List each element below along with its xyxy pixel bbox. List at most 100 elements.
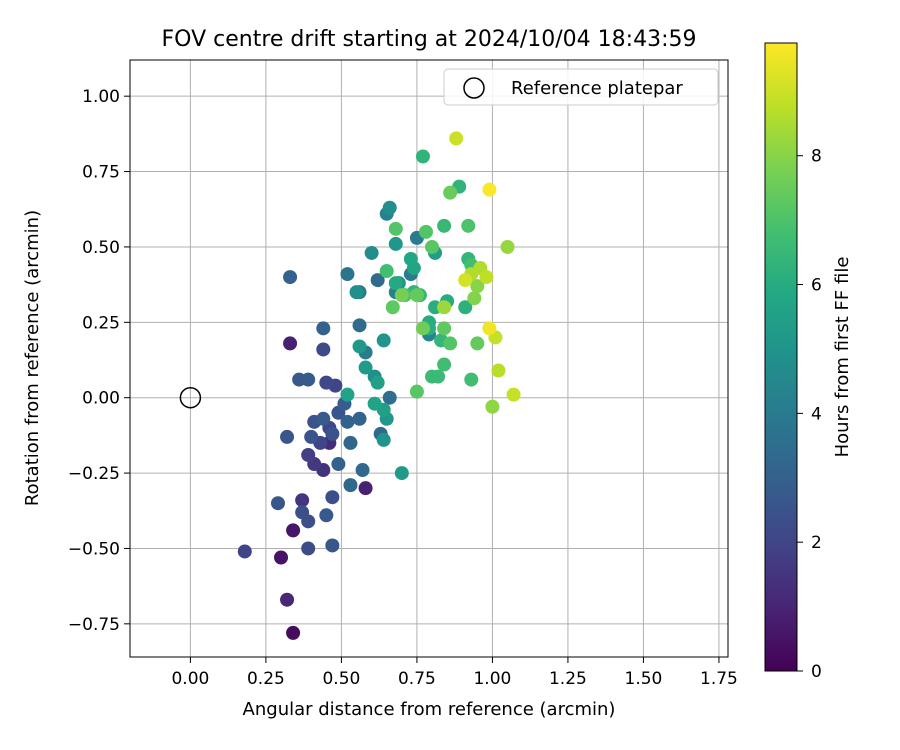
scatter-point [349, 285, 364, 300]
y-tick-label: 0.00 [82, 389, 120, 409]
scatter-point [301, 541, 316, 556]
x-tick-label: 1.50 [625, 669, 663, 689]
scatter-point [461, 218, 476, 233]
colorbar-tick-label: 4 [811, 404, 822, 424]
scatter-point [388, 236, 403, 251]
scatter-point [301, 447, 316, 462]
scatter-point [340, 267, 355, 282]
scatter-point [425, 239, 440, 254]
x-tick-label: 0.00 [171, 669, 209, 689]
scatter-point [449, 131, 464, 146]
scatter-point [379, 264, 394, 279]
colorbar-tick-label: 8 [811, 147, 822, 167]
scatter-point [237, 544, 252, 559]
scatter-point [382, 200, 397, 215]
scatter-point [295, 505, 310, 520]
scatter-point [485, 399, 500, 414]
y-tick-label: −0.75 [68, 615, 120, 635]
scatter-point [491, 363, 506, 378]
scatter-point [286, 625, 301, 640]
x-axis-label: Angular distance from reference (arcmin) [243, 699, 616, 720]
legend: Reference platepar [443, 68, 719, 106]
scatter-point [415, 149, 430, 164]
scatter-point [274, 550, 289, 565]
scatter-point [458, 273, 473, 288]
scatter-point [415, 321, 430, 336]
scatter-point [316, 411, 331, 426]
legend-label: Reference platepar [511, 78, 683, 99]
scatter-point [437, 357, 452, 372]
x-tick-label: 1.00 [473, 669, 511, 689]
scatter-point [301, 372, 316, 387]
scatter-point [358, 481, 373, 496]
colorbar-gradient [764, 42, 798, 672]
scatter-point [382, 390, 397, 405]
scatter-point [464, 372, 479, 387]
reference-platepar-marker [179, 386, 202, 409]
x-tick-label: 0.50 [322, 669, 360, 689]
y-tick-label: 0.25 [82, 313, 120, 333]
scatter-point [316, 321, 331, 336]
scatter-point [325, 426, 340, 441]
scatter-point [500, 239, 515, 254]
scatter-point [340, 387, 355, 402]
chart-title: FOV centre drift starting at 2024/10/04 … [162, 27, 697, 52]
scatter-point [304, 429, 319, 444]
scatter-point [367, 396, 382, 411]
scatter-point [316, 342, 331, 357]
colorbar: 0 2 4 6 8 Hours from first FF file [764, 42, 853, 682]
scatter-point [319, 508, 334, 523]
scatter-point [325, 490, 340, 505]
scatter-point [270, 496, 285, 511]
scatter-point [358, 360, 373, 375]
scatter-point [479, 270, 494, 285]
scatter-point [286, 523, 301, 538]
scatter-point [355, 463, 370, 478]
y-axis-ticks: −0.75 −0.50 −0.25 0.00 0.25 0.50 0.75 1.00 [68, 87, 130, 635]
colorbar-label: Hours from first FF file [832, 257, 853, 458]
x-tick-label: 0.25 [247, 669, 285, 689]
plot-frame [129, 59, 729, 658]
scatter-point [343, 478, 358, 493]
scatter-point [443, 336, 458, 351]
scatter-point [376, 432, 391, 447]
scatter-point [506, 387, 521, 402]
scatter-point [370, 273, 385, 288]
scatter-point [403, 252, 418, 266]
colorbar-tick-label: 0 [811, 662, 822, 682]
colorbar-ticks: 0 2 4 6 8 [797, 147, 822, 682]
scatter-point [331, 457, 346, 472]
scatter-point [283, 270, 298, 285]
colorbar-tick-label: 6 [811, 276, 822, 296]
legend-marker-circle [463, 77, 485, 99]
y-axis-label: Rotation from reference (arcmin) [22, 210, 43, 506]
scatter-point [352, 339, 367, 354]
scatter-point [482, 182, 497, 197]
x-axis-ticks: 0.00 0.25 0.50 0.75 1.00 1.25 1.50 1.75 [171, 657, 738, 689]
scatter-point [458, 300, 473, 315]
scatter-point [283, 336, 298, 351]
scatter-point [467, 291, 482, 306]
scatter-point [482, 321, 497, 336]
scatter-point [409, 384, 424, 399]
scatter-point [385, 300, 400, 315]
scatter-point [325, 538, 340, 553]
x-tick-label: 1.75 [700, 669, 738, 689]
scatter-point [295, 493, 310, 508]
scatter-point [437, 321, 452, 336]
scatter-point [376, 333, 391, 348]
scatter-point [364, 245, 379, 260]
scatter-point [280, 429, 295, 444]
scatter-point [352, 318, 367, 333]
x-tick-label: 0.75 [398, 669, 436, 689]
scatter-point [370, 375, 385, 390]
scatter-point [388, 276, 403, 291]
y-tick-label: −0.50 [68, 539, 120, 559]
scatter-point [418, 224, 433, 239]
y-tick-label: 0.50 [82, 238, 120, 258]
scatter-point [437, 300, 452, 315]
scatter-point [343, 435, 358, 450]
y-tick-label: 0.75 [82, 163, 120, 183]
